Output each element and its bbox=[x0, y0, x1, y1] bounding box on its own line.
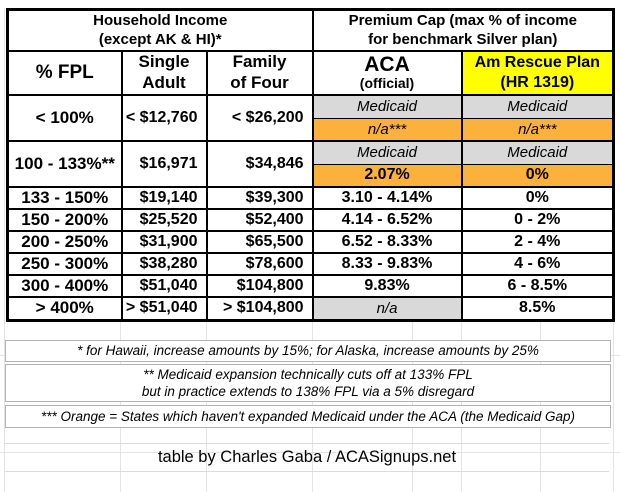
fpl-column-header: % FPL bbox=[6, 50, 123, 96]
aca-column-header: ACA (official) bbox=[311, 50, 463, 96]
table-row: 300 - 400% $51,040 $104,800 9.83% 6 - 8.… bbox=[6, 274, 615, 298]
aca-gap-cell: n/a*** bbox=[311, 117, 463, 142]
table-subrow: n/a*** n/a*** bbox=[8, 117, 615, 142]
gridline bbox=[4, 8, 5, 492]
family-income-cell: $104,800 bbox=[205, 274, 314, 298]
fpl-cell: 200 - 250% bbox=[6, 230, 123, 254]
aca-na-cell: n/a bbox=[311, 296, 463, 321]
table-subrow: 2.07% 0% bbox=[8, 163, 615, 188]
family-income-cell: < $26,200 bbox=[205, 94, 314, 142]
aca-label: ACA bbox=[364, 53, 410, 77]
table-row: 150 - 200% $25,520 $52,400 4.14 - 6.52% … bbox=[6, 208, 615, 232]
footnote-text: *** Orange = States which haven't expand… bbox=[40, 408, 575, 424]
family-income-cell: $34,846 bbox=[205, 140, 314, 188]
income-premium-cap-table: Household Income (except AK & HI)* Premi… bbox=[6, 8, 616, 322]
premium-cap-title-line2: for benchmark Silver plan) bbox=[368, 30, 558, 48]
arp-gap-cell: n/a*** bbox=[460, 117, 615, 142]
credit-line: table by Charles Gaba / ACASignups.net bbox=[5, 442, 609, 472]
arp-pct-cell: 0% bbox=[460, 186, 615, 210]
premium-cap-header: Premium Cap (max % of income for benchma… bbox=[311, 8, 615, 52]
single-label: Single bbox=[138, 52, 190, 72]
fpl-cell: 133 - 150% bbox=[6, 186, 123, 210]
household-income-header: Household Income (except AK & HI)* bbox=[6, 8, 314, 52]
arp-pct-cell: 8.5% bbox=[460, 296, 615, 321]
column-header-row: % FPL Single Adult Family of Four ACA (o… bbox=[6, 50, 615, 96]
aca-medicaid-cell: Medicaid bbox=[311, 94, 463, 119]
single-income-cell: $38,280 bbox=[120, 252, 208, 276]
footnote-hawaii-alaska: * for Hawaii, increase amounts by 15%; f… bbox=[5, 339, 611, 362]
family-income-cell: $78,600 bbox=[205, 252, 314, 276]
footnote-text: ** Medicaid expansion technically cuts o… bbox=[143, 366, 473, 382]
single-income-cell: $25,520 bbox=[120, 208, 208, 232]
table-row: 133 - 150% $19,140 $39,300 3.10 - 4.14% … bbox=[6, 186, 615, 210]
arp-pct-cell: 2 - 4% bbox=[460, 230, 615, 254]
arp-label: Am Rescue Plan bbox=[474, 54, 600, 72]
aca-medicaid-cell: Medicaid bbox=[311, 140, 463, 165]
aca-pct-cell: 8.33 - 9.83% bbox=[311, 252, 463, 276]
arp-pct-cell: 4 - 6% bbox=[460, 252, 615, 276]
gridline bbox=[0, 452, 620, 453]
table-row: > 400% > $51,040 > $104,800 n/a 8.5% bbox=[6, 296, 615, 321]
footnote-medicaid-gap: *** Orange = States which haven't expand… bbox=[5, 404, 611, 428]
fpl-cell: > 400% bbox=[6, 296, 123, 321]
arp-bill-label: (HR 1319) bbox=[500, 74, 575, 91]
arp-pct-cell: 0 - 2% bbox=[460, 208, 615, 232]
aca-pct-cell: 3.10 - 4.14% bbox=[311, 186, 463, 210]
adult-label: Adult bbox=[142, 73, 186, 92]
aca-official-label: (official) bbox=[359, 75, 415, 92]
arp-medicaid-cell: Medicaid bbox=[460, 94, 615, 119]
family-income-cell: > $104,800 bbox=[205, 296, 314, 321]
single-adult-column-header: Single Adult bbox=[120, 50, 208, 96]
table-row: 250 - 300% $38,280 $78,600 8.33 - 9.83% … bbox=[6, 252, 615, 276]
single-income-cell: $19,140 bbox=[120, 186, 208, 210]
fpl-cell: < 100% bbox=[6, 94, 123, 142]
footnote-text: but in practice extends to 138% FPL via … bbox=[141, 383, 475, 399]
aca-pct-cell: 9.83% bbox=[311, 274, 463, 298]
family-income-cell: $52,400 bbox=[205, 208, 314, 232]
single-income-cell: < $12,760 bbox=[120, 94, 208, 142]
premium-cap-title-line1: Premium Cap (max % of income bbox=[348, 12, 577, 30]
single-income-cell: > $51,040 bbox=[120, 296, 208, 321]
household-income-title: Household Income bbox=[93, 12, 228, 30]
family-income-cell: $65,500 bbox=[205, 230, 314, 254]
fpl-cell: 150 - 200% bbox=[6, 208, 123, 232]
single-income-cell: $51,040 bbox=[120, 274, 208, 298]
group-header-row: Household Income (except AK & HI)* Premi… bbox=[6, 8, 615, 52]
aca-gap-pct-cell: 2.07% bbox=[311, 163, 463, 188]
footnote-medicaid-expansion: ** Medicaid expansion technically cuts o… bbox=[5, 363, 611, 402]
family-label: Family bbox=[232, 52, 287, 72]
family-of-four-column-header: Family of Four bbox=[205, 50, 314, 96]
am-rescue-plan-column-header: Am Rescue Plan (HR 1319) bbox=[460, 50, 615, 96]
fpl-cell: 100 - 133%** bbox=[6, 140, 123, 188]
table-row: 200 - 250% $31,900 $65,500 6.52 - 8.33% … bbox=[6, 230, 615, 254]
household-income-subtitle: (except AK & HI)* bbox=[98, 30, 222, 48]
aca-pct-cell: 4.14 - 6.52% bbox=[311, 208, 463, 232]
table-row: 100 - 133%** $16,971 $34,846 Medicaid Me… bbox=[6, 140, 615, 188]
table-row: < 100% < $12,760 < $26,200 Medicaid Medi… bbox=[6, 94, 615, 142]
fpl-cell: 300 - 400% bbox=[6, 274, 123, 298]
single-income-cell: $16,971 bbox=[120, 140, 208, 188]
fpl-cell: 250 - 300% bbox=[6, 252, 123, 276]
family-income-cell: $39,300 bbox=[205, 186, 314, 210]
aca-pct-cell: 6.52 - 8.33% bbox=[311, 230, 463, 254]
single-income-cell: $31,900 bbox=[120, 230, 208, 254]
of-four-label: of Four bbox=[230, 73, 289, 92]
spreadsheet-page: { "title_block": { "household_income_lin… bbox=[0, 8, 620, 492]
arp-gap-pct-cell: 0% bbox=[460, 163, 615, 188]
arp-pct-cell: 6 - 8.5% bbox=[460, 274, 615, 298]
arp-medicaid-cell: Medicaid bbox=[460, 140, 615, 165]
footnote-text: * for Hawaii, increase amounts by 15%; f… bbox=[77, 343, 539, 358]
